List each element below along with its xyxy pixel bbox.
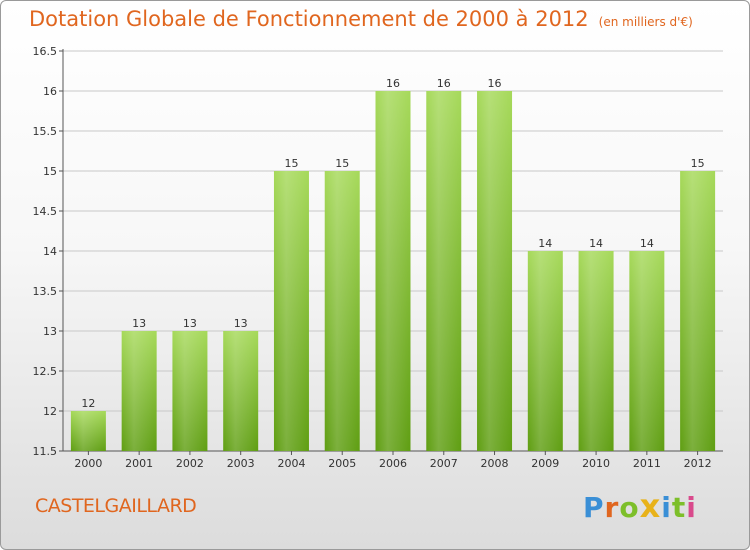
chart-title: Dotation Globale de Fonctionnement de 20… xyxy=(29,7,693,31)
data-label: 15 xyxy=(284,157,298,170)
data-label: 15 xyxy=(335,157,349,170)
y-tick-label: 15 xyxy=(43,165,57,178)
y-tick-label: 13 xyxy=(43,325,57,338)
logo-letter: o xyxy=(619,491,640,524)
x-tick-label: 2009 xyxy=(531,457,559,470)
bars xyxy=(70,91,716,451)
data-label: 13 xyxy=(183,317,197,330)
bar-highlight xyxy=(273,171,309,451)
data-label: 14 xyxy=(538,237,552,250)
x-tick-label: 2003 xyxy=(227,457,255,470)
y-tick-label: 15.5 xyxy=(33,125,58,138)
bar-highlight xyxy=(375,91,411,451)
y-tick-label: 16 xyxy=(43,85,57,98)
x-tick-label: 2006 xyxy=(379,457,407,470)
logo-letter: i xyxy=(686,491,697,524)
x-tick-label: 2007 xyxy=(430,457,458,470)
chart-unit: (en milliers d'€) xyxy=(598,15,693,29)
logo-letter: P xyxy=(583,491,605,524)
data-labels: 12 13 13 13 15 15 16 16 16 14 14 14 15 xyxy=(81,77,704,410)
logo-letter: x xyxy=(639,487,662,525)
data-label: 13 xyxy=(234,317,248,330)
y-tick-label: 14.5 xyxy=(33,205,58,218)
data-label: 16 xyxy=(386,77,400,90)
bar-highlight xyxy=(426,91,462,451)
x-tick-label: 2010 xyxy=(582,457,610,470)
x-tick-label: 2008 xyxy=(481,457,509,470)
x-tick-label: 2011 xyxy=(633,457,661,470)
data-label: 12 xyxy=(81,397,95,410)
bar-highlight xyxy=(121,331,157,451)
x-tick-label: 2002 xyxy=(176,457,204,470)
bar-highlight xyxy=(477,91,513,451)
chart-title-text: Dotation Globale de Fonctionnement de 20… xyxy=(29,7,589,31)
y-tick-label: 14 xyxy=(43,245,57,258)
commune-name: CASTELGAILLARD xyxy=(35,495,197,517)
data-label: 13 xyxy=(132,317,146,330)
y-tick-label: 12 xyxy=(43,405,57,418)
data-label: 16 xyxy=(488,77,502,90)
logo-letter: t xyxy=(671,491,687,524)
data-label: 16 xyxy=(437,77,451,90)
y-tick-label: 16.5 xyxy=(33,45,58,58)
logo-letter: r xyxy=(604,491,620,524)
x-tick-label: 2012 xyxy=(684,457,712,470)
y-tick-label: 12.5 xyxy=(33,365,58,378)
y-tick-label: 13.5 xyxy=(33,285,58,298)
x-tick-label: 2001 xyxy=(125,457,153,470)
x-axis-ticks: 2000 2001 2002 2003 2004 2005 2006 2007 2008 2009… xyxy=(74,457,711,470)
bar-highlight xyxy=(172,331,208,451)
bar-highlight xyxy=(629,251,665,451)
bar-highlight xyxy=(223,331,259,451)
bar-highlight xyxy=(578,251,614,451)
data-label: 14 xyxy=(640,237,654,250)
bar-highlight xyxy=(324,171,360,451)
data-label: 15 xyxy=(691,157,705,170)
bar-highlight xyxy=(680,171,716,451)
data-label: 14 xyxy=(589,237,603,250)
proxiti-logo[interactable]: Proxiti xyxy=(583,487,697,525)
bar-highlight xyxy=(70,411,106,451)
bar-highlight xyxy=(527,251,563,451)
logo-letter: i xyxy=(661,491,672,524)
x-tick-label: 2005 xyxy=(328,457,356,470)
y-axis-ticks: 11.5 12 12.5 13 13.5 14 14.5 15 15.5 16 16.5 xyxy=(33,45,58,458)
x-tick-label: 2000 xyxy=(74,457,102,470)
x-tick-label: 2004 xyxy=(277,457,305,470)
y-tick-label: 11.5 xyxy=(33,445,58,458)
